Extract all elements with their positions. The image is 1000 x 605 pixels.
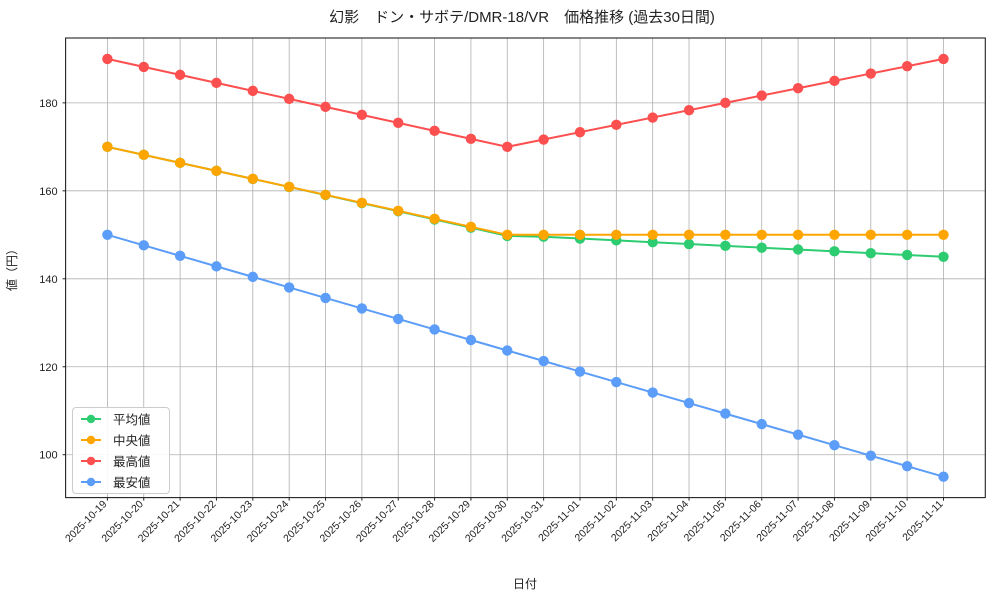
svg-text:値（円）: 値（円） [4,243,19,291]
svg-text:100: 100 [39,450,57,462]
svg-text:日付: 日付 [513,577,537,591]
svg-text:幻影 ドン・サボテ/DMR-18/VR 価格推移 (過去30: 幻影 ドン・サボテ/DMR-18/VR 価格推移 (過去30日間) [329,9,715,26]
svg-text:140: 140 [39,274,57,286]
svg-text:180: 180 [39,98,57,110]
svg-text:160: 160 [39,186,57,198]
svg-text:120: 120 [39,362,57,374]
